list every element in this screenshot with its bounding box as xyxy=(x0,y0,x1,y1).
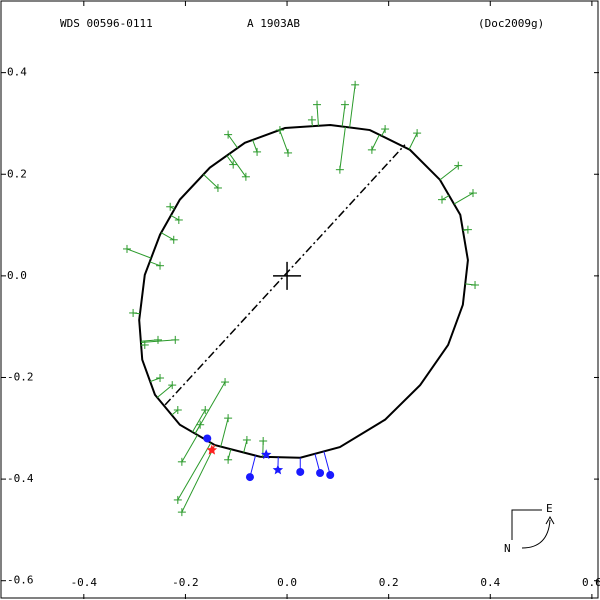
residual xyxy=(170,215,180,221)
residual xyxy=(160,232,174,241)
compass: E N xyxy=(504,502,555,555)
observation xyxy=(316,468,325,477)
y-tick-label: -0.6 xyxy=(7,574,34,587)
residual xyxy=(149,261,161,267)
residual xyxy=(243,439,248,453)
residual xyxy=(181,444,216,513)
residual xyxy=(227,134,238,149)
residual xyxy=(177,442,212,501)
x-tick-label: 0.0 xyxy=(277,576,297,589)
residual xyxy=(371,134,380,151)
y-tick-label: 0.0 xyxy=(7,269,27,282)
y-tick-label: -0.2 xyxy=(7,370,34,383)
compass-east: E xyxy=(546,502,553,515)
compass-axes xyxy=(511,509,542,540)
residual xyxy=(226,155,234,165)
orbit xyxy=(138,123,469,459)
residual xyxy=(203,174,219,189)
residual xyxy=(439,165,459,181)
residual xyxy=(181,434,198,463)
residual xyxy=(194,424,201,434)
residual xyxy=(381,128,386,137)
x-tick-label: 0.4 xyxy=(480,576,500,589)
residual xyxy=(192,409,206,433)
residual xyxy=(171,409,179,416)
residual xyxy=(441,195,450,201)
y-tick-label: 0.4 xyxy=(7,66,27,79)
compass-arrowhead xyxy=(545,515,555,525)
line-of-nodes xyxy=(164,144,406,406)
residual xyxy=(126,248,152,259)
observation xyxy=(296,467,305,476)
residual xyxy=(323,451,331,476)
residual xyxy=(220,418,229,447)
residual xyxy=(279,129,289,154)
y-tick-label: -0.4 xyxy=(7,472,34,485)
residual xyxy=(140,339,176,344)
observation xyxy=(245,473,254,482)
chart-subtitle: A 1903AB xyxy=(247,17,300,30)
x-tick-label: -0.4 xyxy=(71,576,98,589)
observation xyxy=(272,464,284,475)
x-tick-label: 0.2 xyxy=(379,576,399,589)
x-tick-label: 0.6 xyxy=(582,576,600,589)
y-tick-label: 0.2 xyxy=(7,167,27,180)
observation xyxy=(260,449,272,460)
residual xyxy=(156,384,173,398)
observation xyxy=(206,444,218,455)
chart-title: WDS 00596-0111 xyxy=(60,17,153,30)
residual xyxy=(229,153,247,178)
residual xyxy=(252,139,258,153)
reference: (Doc2009g) xyxy=(478,17,544,30)
observation xyxy=(326,471,335,480)
residual xyxy=(349,84,356,128)
observation xyxy=(203,434,212,443)
compass-north: N xyxy=(504,542,511,555)
residual xyxy=(408,132,418,150)
compass-arrow xyxy=(521,519,551,549)
x-tick-label: -0.2 xyxy=(172,576,199,589)
residual xyxy=(149,377,161,383)
residual xyxy=(453,192,474,205)
residual xyxy=(339,126,346,170)
